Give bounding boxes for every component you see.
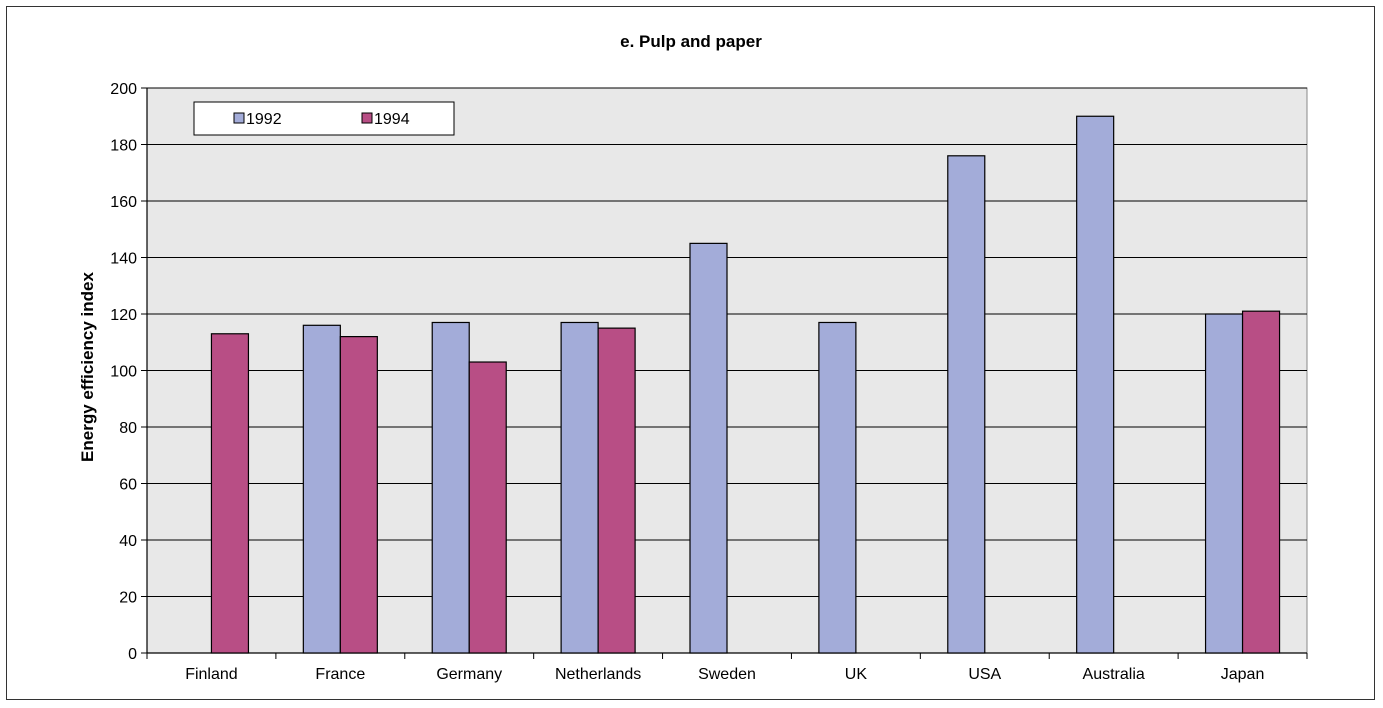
x-tick-label: Sweden: [698, 666, 756, 683]
bar-1992-usa: [947, 155, 986, 654]
bar-1992-germany: [431, 321, 470, 654]
legend-label-1992: 1992: [246, 111, 282, 128]
y-tick-label: 80: [119, 420, 137, 437]
bar-1992-france: [302, 324, 341, 654]
y-tick-label: 20: [119, 590, 137, 607]
y-tick-label: 40: [119, 533, 137, 550]
legend: [193, 101, 455, 136]
bar-1994-netherlands: [597, 327, 636, 654]
chart-title: e. Pulp and paper: [620, 32, 762, 51]
y-tick-label: 180: [110, 138, 137, 155]
x-tick-label: USA: [968, 666, 1001, 683]
bar-1994-france: [339, 336, 378, 654]
legend-swatch-1992: [233, 112, 245, 124]
y-tick-label: 120: [110, 307, 137, 324]
bar-1994-finland: [210, 333, 250, 654]
y-tick-label: 160: [110, 194, 137, 211]
y-tick-label: 0: [128, 646, 137, 663]
legend-label-1994: 1994: [374, 111, 410, 128]
x-tick-label: Finland: [185, 666, 237, 683]
y-tick-label: 60: [119, 477, 137, 494]
bar-1992-australia: [1076, 115, 1115, 654]
y-axis-label: Energy efficiency index: [78, 272, 97, 462]
x-tick-label: Australia: [1083, 666, 1145, 683]
bar-1992-japan: [1204, 313, 1244, 654]
bar-1994-japan: [1241, 310, 1281, 654]
y-tick-label: 100: [110, 364, 137, 381]
bar-1992-uk: [818, 321, 857, 654]
chart: e. Pulp and paper Energy efficiency inde…: [78, 32, 1308, 683]
plot-area: 0 20 40 60 80 100 120 140 160 180 200 Finland France…: [110, 81, 1308, 683]
y-tick-label: 140: [110, 251, 137, 268]
x-tick-label: Netherlands: [555, 666, 641, 683]
bar-1992-sweden: [689, 242, 728, 654]
y-tick-label: 200: [110, 81, 137, 98]
bar-1994-germany: [468, 361, 507, 654]
x-tick-label: Germany: [436, 666, 502, 683]
x-tick-label: UK: [845, 666, 868, 683]
x-tick-label: France: [315, 666, 365, 683]
bar-1992-netherlands: [560, 321, 599, 654]
chart-frame: e. Pulp and paper Energy efficiency inde…: [6, 6, 1375, 700]
x-tick-label: Japan: [1221, 666, 1265, 683]
legend-swatch-1994: [361, 112, 373, 124]
